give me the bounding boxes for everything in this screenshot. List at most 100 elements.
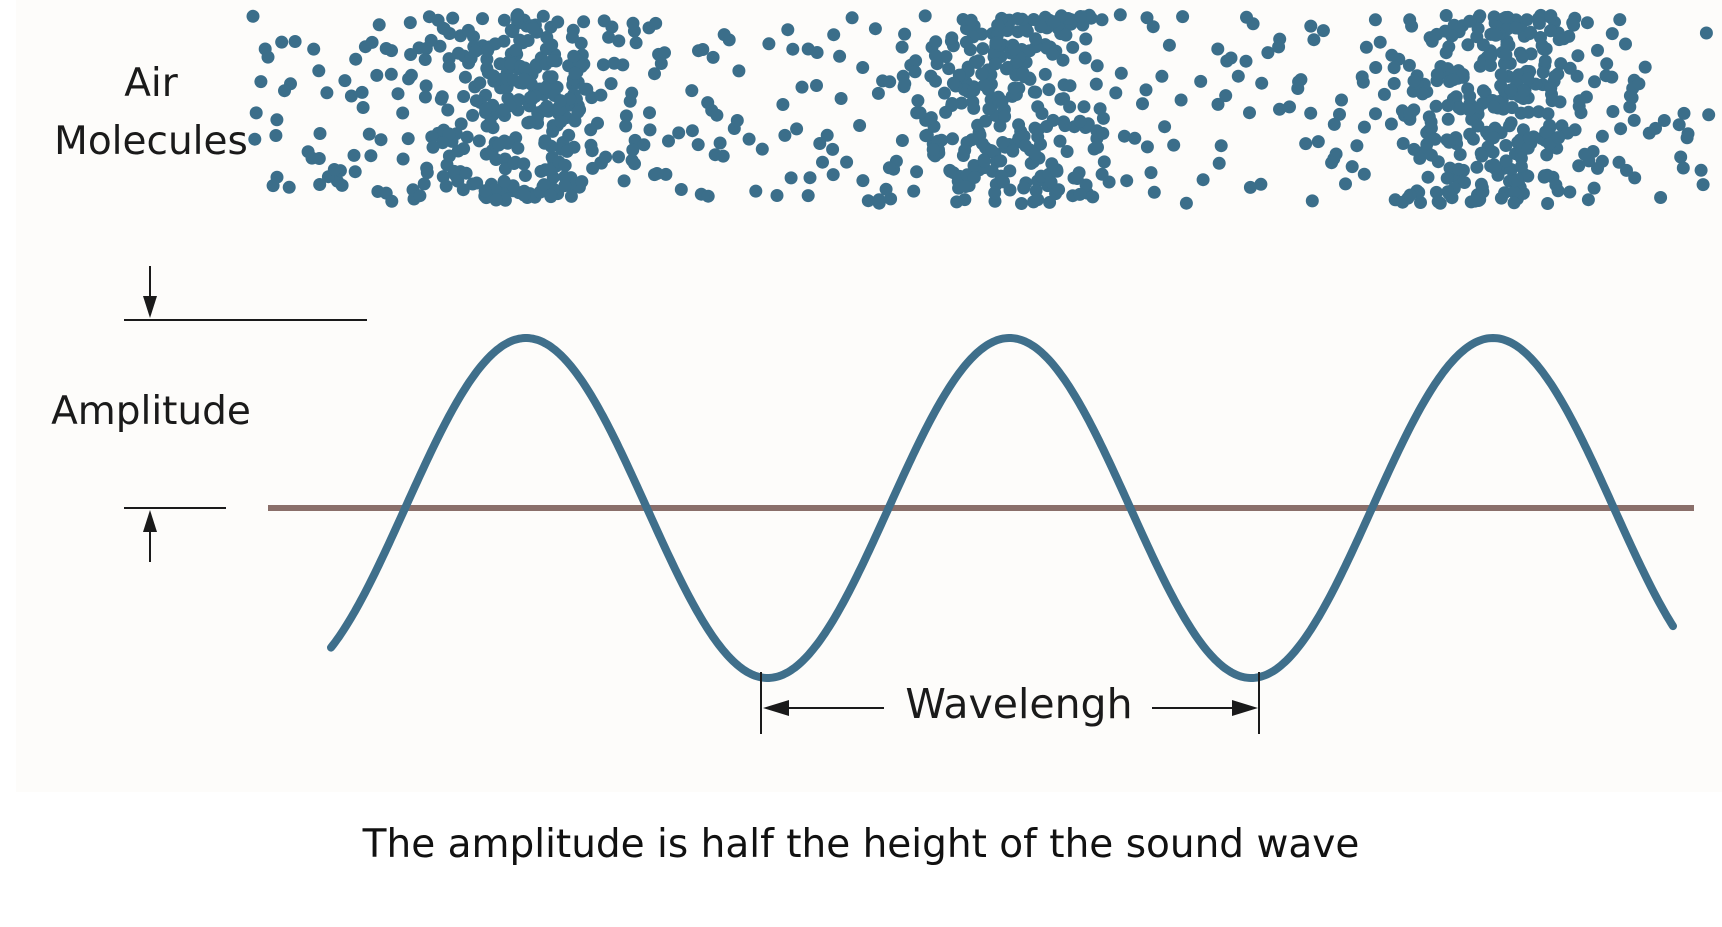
molecule-dot [1499, 154, 1513, 168]
molecule-dot [1060, 145, 1074, 158]
molecule-dot [1357, 120, 1371, 134]
molecule-dot [1452, 162, 1466, 176]
molecule-dot [1433, 196, 1447, 210]
molecule-dot [417, 177, 431, 191]
molecule-dot [1486, 145, 1500, 159]
molecule-dot [1387, 61, 1401, 75]
molecule-dot [469, 94, 483, 108]
molecule-dot [911, 94, 925, 108]
molecule-dot [710, 108, 724, 122]
figure-caption: The amplitude is half the height of the … [362, 822, 1360, 867]
molecule-dot [1040, 120, 1054, 133]
molecule-dot [1699, 26, 1713, 40]
molecule-dot [584, 138, 598, 152]
molecule-dot [1097, 155, 1111, 169]
molecule-dot [1086, 190, 1100, 204]
molecule-dot [1211, 97, 1225, 111]
molecule-dot [560, 144, 574, 158]
molecule-dot [1016, 66, 1030, 80]
molecule-dot [928, 49, 942, 62]
molecule-dot [1325, 156, 1339, 170]
molecule-dot [1614, 122, 1628, 136]
molecule-dot [629, 36, 643, 50]
molecule-dot [1074, 10, 1087, 23]
molecule-dot [1654, 191, 1668, 204]
molecule-dot [365, 35, 379, 49]
molecule-dot [1345, 160, 1359, 174]
molecule-dot [1429, 99, 1443, 113]
molecule-dot [627, 24, 641, 38]
molecule-dot [1441, 112, 1455, 126]
molecule-dot [594, 88, 608, 102]
molecule-dot [1676, 161, 1690, 175]
molecule-dot [575, 175, 589, 189]
molecule-dot [1553, 95, 1567, 109]
molecule-dot [1316, 24, 1330, 38]
molecule-dot [577, 15, 591, 29]
molecule-dot [1445, 29, 1458, 42]
molecule-dot [1541, 107, 1555, 121]
molecule-dot [1368, 13, 1382, 27]
molecule-dot [1095, 13, 1109, 27]
molecule-dot [1591, 43, 1604, 57]
molecule-dot [1369, 61, 1383, 74]
molecule-dot [716, 149, 730, 163]
molecule-dot [674, 183, 688, 196]
molecule-dot [1120, 174, 1134, 188]
molecule-dot [320, 86, 334, 100]
molecule-dot [1563, 61, 1577, 75]
molecule-dot [801, 189, 815, 203]
molecule-dot [685, 124, 699, 138]
molecule-dot [1006, 144, 1020, 158]
molecule-dot [976, 42, 990, 56]
molecule-dot [1544, 9, 1558, 23]
molecule-dot [732, 64, 746, 78]
molecule-dot [538, 81, 552, 95]
molecule-dot [781, 23, 795, 37]
molecule-dot [526, 21, 540, 35]
molecule-dot [517, 72, 531, 86]
molecule-dot [1471, 22, 1485, 36]
molecule-dot [988, 186, 1002, 200]
molecule-dot [584, 123, 598, 137]
molecule-dot [1194, 74, 1208, 88]
molecule-dot [458, 70, 472, 84]
molecule-dot [879, 182, 893, 196]
molecule-dot [496, 103, 510, 117]
molecule-dot [338, 74, 352, 88]
molecule-dot [1140, 11, 1154, 25]
molecule-dot [762, 37, 776, 51]
molecule-dot [1231, 69, 1245, 83]
molecule-dot [626, 143, 640, 157]
molecule-dot [861, 194, 875, 208]
molecule-dot [895, 134, 909, 147]
molecule-dot [1000, 24, 1014, 38]
molecule-dot [1499, 139, 1513, 152]
molecule-dot [1544, 81, 1558, 95]
molecule-dot [1521, 141, 1535, 155]
molecule-dot [924, 111, 938, 125]
molecule-dot [1292, 75, 1306, 89]
molecule-dot [1073, 187, 1087, 201]
molecule-dot [347, 148, 361, 162]
molecule-dot [816, 155, 829, 169]
molecule-dot [1136, 97, 1149, 111]
molecule-dot [883, 75, 897, 89]
molecule-dot [612, 150, 625, 164]
molecule-dot [420, 161, 434, 175]
molecule-dot [466, 108, 480, 122]
molecule-dot [1350, 139, 1364, 153]
molecule-dot [833, 49, 847, 63]
molecule-dot [910, 165, 924, 179]
molecule-dot [483, 116, 497, 130]
molecule-dot [269, 129, 283, 142]
molecule-dot [312, 152, 326, 165]
molecule-dot [344, 89, 358, 103]
molecule-dot [1387, 77, 1401, 90]
molecule-dot [662, 134, 675, 148]
molecule-dot [1452, 101, 1466, 114]
molecule-dot [1605, 27, 1619, 41]
molecule-dot [701, 189, 715, 203]
molecule-dot [770, 189, 784, 202]
molecule-dot [1114, 66, 1128, 80]
